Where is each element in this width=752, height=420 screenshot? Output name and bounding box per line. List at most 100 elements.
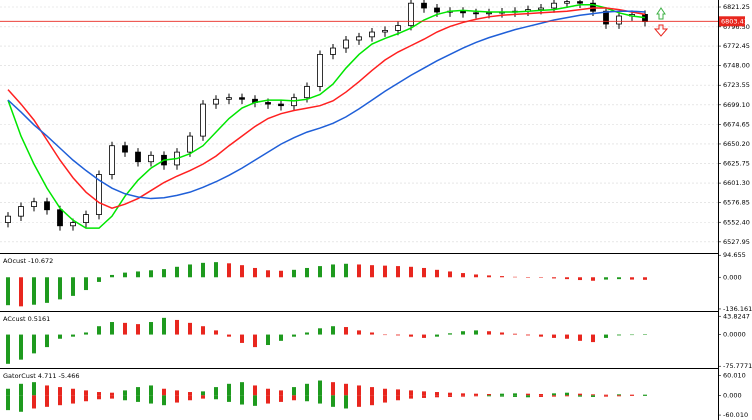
- histogram-bar: [214, 395, 218, 400]
- histogram-bar: [526, 277, 530, 278]
- candle-body: [44, 201, 50, 211]
- histogram-bar: [201, 391, 205, 396]
- histogram-bar: [604, 277, 608, 280]
- histogram-bar: [513, 276, 517, 278]
- histogram-bar: [71, 277, 75, 296]
- y-tick-label: 0.0000: [723, 331, 746, 339]
- candle-body: [382, 30, 388, 33]
- candle-body: [187, 135, 193, 153]
- candle-body: [265, 102, 271, 105]
- histogram-bar: [71, 334, 75, 337]
- histogram-bar: [409, 390, 413, 396]
- y-tick-label: 94.655: [723, 251, 746, 259]
- histogram-bar: [448, 271, 452, 278]
- histogram-bar: [279, 390, 283, 396]
- histogram-bar: [318, 380, 322, 396]
- histogram-bar: [487, 394, 491, 396]
- histogram-bar: [539, 394, 543, 396]
- histogram-bar: [318, 266, 322, 278]
- candle-body: [421, 2, 427, 9]
- histogram-bar: [461, 331, 465, 335]
- histogram-bar: [617, 394, 621, 396]
- histogram-bar: [578, 393, 582, 396]
- histogram-bar: [357, 330, 361, 335]
- histogram-bar: [318, 395, 322, 404]
- histogram-bar: [526, 393, 530, 396]
- histogram-bar: [383, 334, 387, 336]
- histogram-bar: [240, 334, 244, 343]
- y-tick-label: 6576.85: [723, 199, 750, 207]
- histogram-bar: [279, 270, 283, 278]
- y-tick-label: 0.000: [723, 273, 742, 281]
- histogram-bar: [292, 395, 296, 401]
- histogram-bar: [539, 277, 543, 278]
- histogram-bar: [370, 265, 374, 278]
- histogram-bar: [370, 387, 374, 396]
- histogram-bar: [357, 395, 361, 407]
- histogram-bar: [123, 272, 127, 278]
- histogram-bar: [513, 393, 517, 396]
- candle-body: [551, 2, 557, 9]
- y-tick-label: 43.8247: [723, 312, 750, 320]
- histogram-bar: [32, 382, 36, 396]
- histogram-bar: [305, 332, 309, 335]
- histogram-bar: [32, 334, 36, 354]
- histogram-bar: [383, 395, 387, 403]
- histogram-bar: [331, 264, 335, 278]
- histogram-bar: [643, 394, 647, 396]
- histogram-bar: [318, 328, 322, 335]
- histogram-bar: [552, 334, 556, 338]
- histogram-bar: [539, 395, 543, 397]
- histogram-bar: [136, 387, 140, 396]
- histogram-bar: [409, 266, 413, 278]
- histogram-bar: [513, 333, 517, 335]
- sell-arrow: [653, 24, 669, 37]
- histogram-bar: [552, 393, 556, 396]
- histogram-bar: [500, 393, 504, 396]
- candle-body: [408, 2, 414, 27]
- histogram-bar: [253, 267, 257, 278]
- panel-title: GatorCust 4.711 -5.466: [3, 372, 80, 380]
- histogram-bar: [266, 334, 270, 346]
- y-tick-label: 6772.45: [723, 42, 750, 50]
- histogram-bar: [162, 388, 166, 396]
- histogram-bar: [6, 388, 10, 396]
- histogram-bar: [188, 392, 192, 396]
- histogram-bar: [539, 334, 543, 337]
- histogram-bar: [123, 322, 127, 335]
- histogram-bar: [136, 324, 140, 335]
- histogram-bar: [487, 331, 491, 335]
- y-tick-label: 6625.75: [723, 160, 750, 168]
- histogram-bar: [357, 264, 361, 278]
- histogram-bar: [565, 334, 569, 339]
- candle-body: [213, 98, 219, 105]
- histogram-bar: [604, 395, 608, 397]
- candle-body: [343, 39, 349, 49]
- histogram-bar: [344, 263, 348, 278]
- histogram-bar: [110, 322, 114, 335]
- histogram-bar: [474, 330, 478, 335]
- histogram-bar: [526, 395, 530, 398]
- candle-body: [395, 25, 401, 31]
- histogram-bar: [19, 334, 23, 360]
- histogram-bar: [487, 395, 491, 397]
- candle-body: [564, 1, 570, 4]
- histogram-bar: [604, 334, 608, 338]
- y-tick-label: -136.161: [723, 305, 752, 313]
- histogram-bar: [201, 395, 205, 399]
- histogram-bar: [331, 395, 335, 407]
- moving-average: [7, 7, 646, 209]
- histogram-bar: [565, 277, 569, 280]
- histogram-bar: [214, 387, 218, 396]
- histogram-bar: [97, 277, 101, 282]
- histogram-bar: [630, 394, 634, 396]
- histogram-bar: [370, 395, 374, 406]
- histogram-bar: [630, 277, 634, 280]
- histogram-bar: [32, 395, 36, 409]
- histogram-bar: [45, 395, 49, 407]
- histogram-bar: [71, 388, 75, 396]
- candle-body: [31, 201, 37, 207]
- histogram-bar: [110, 274, 114, 278]
- histogram-bar: [357, 385, 361, 396]
